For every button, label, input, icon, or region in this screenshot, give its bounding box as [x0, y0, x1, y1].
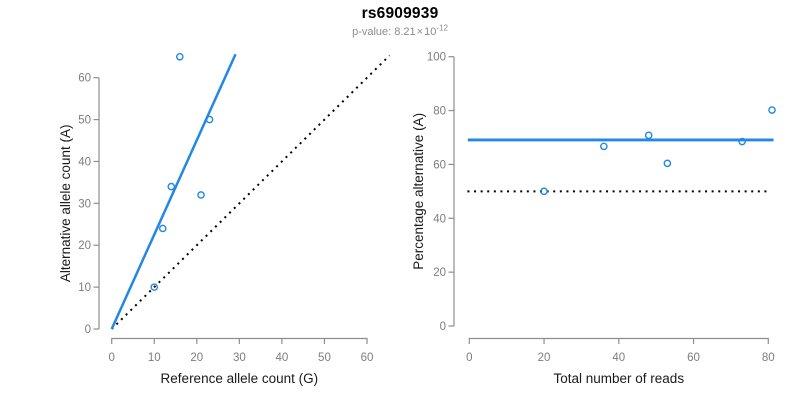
y-tick-label: 60 — [433, 159, 446, 171]
data-point — [167, 182, 176, 191]
x-tick-label: 20 — [190, 352, 203, 364]
x-tick-label: 10 — [148, 352, 161, 364]
x-tick-label: 40 — [276, 352, 289, 364]
data-point — [600, 142, 608, 151]
y-tick-label: 20 — [433, 267, 446, 279]
data-point — [158, 224, 167, 233]
y-tick-label: 0 — [440, 321, 446, 333]
y-tick-label: 60 — [78, 73, 91, 85]
x-tick-label: 60 — [687, 352, 700, 364]
y-tick-label: 40 — [433, 213, 446, 225]
data-point — [150, 283, 159, 291]
data-point — [197, 191, 205, 199]
x-tick-label: 20 — [538, 352, 551, 364]
x-tick-label: 40 — [612, 352, 625, 364]
x-tick-label: 50 — [318, 352, 331, 364]
x-axis-title: Total number of reads — [554, 371, 685, 386]
data-point — [205, 115, 214, 124]
y-tick-label: 30 — [78, 198, 91, 210]
x-tick-label: 0 — [466, 352, 472, 364]
y-tick-label: 10 — [78, 282, 91, 294]
y-tick-label: 40 — [78, 156, 91, 168]
panel-right: 0 20 40 60 80 0 20 40 60 80 100 Total number of rea… — [411, 52, 776, 386]
panel-left: 0 10 20 30 40 50 60 0 10 20 30 40 50 60 Reference alle… — [58, 52, 391, 386]
data-point — [644, 131, 653, 140]
data-point — [175, 52, 184, 61]
fit-line — [110, 53, 237, 330]
y-axis-title: Percentage alternative (A) — [411, 113, 426, 270]
data-point — [768, 106, 776, 114]
data-point — [738, 137, 746, 146]
x-tick-label: 60 — [361, 352, 374, 364]
y-tick-label: 50 — [78, 115, 91, 127]
x-tick-label: 0 — [108, 352, 114, 364]
y-tick-label: 20 — [78, 240, 91, 252]
data-point — [540, 187, 548, 196]
y-axis-title: Alternative allele count (A) — [58, 125, 73, 283]
x-axis-title: Reference allele count (G) — [161, 371, 319, 386]
data-point — [663, 159, 672, 168]
y-tick-label: 0 — [85, 324, 91, 336]
y-tick-label: 80 — [433, 106, 446, 118]
x-tick-label: 30 — [233, 352, 246, 364]
identity-line — [110, 54, 391, 330]
x-tick-label: 80 — [762, 352, 775, 364]
y-tick-label: 100 — [427, 52, 446, 64]
